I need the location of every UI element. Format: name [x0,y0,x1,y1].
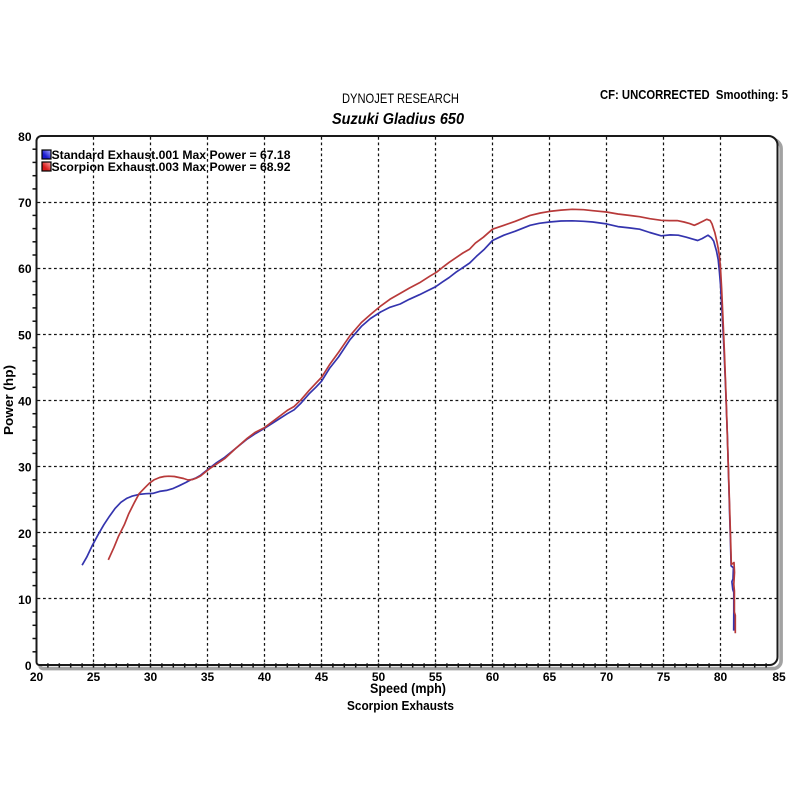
svg-text:60: 60 [486,670,500,684]
svg-text:10: 10 [18,593,32,607]
svg-text:Speed (mph): Speed (mph) [370,681,446,696]
svg-text:35: 35 [201,670,215,684]
svg-text:55: 55 [429,670,443,684]
svg-text:0: 0 [25,659,32,673]
svg-text:70: 70 [18,196,32,210]
svg-text:20: 20 [30,670,44,684]
svg-text:40: 40 [258,670,272,684]
svg-text:20: 20 [18,527,32,541]
svg-text:Standard Exhaust.001 Max Power: Standard Exhaust.001 Max Power = 67.18 [52,148,291,162]
svg-text:DYNOJET RESEARCH: DYNOJET RESEARCH [342,90,459,106]
svg-text:45: 45 [315,670,329,684]
svg-text:CF: UNCORRECTED Smoothing: 5: CF: UNCORRECTED Smoothing: 5 [600,87,788,102]
svg-text:70: 70 [600,670,614,684]
svg-text:Scorpion Exhausts: Scorpion Exhausts [347,698,454,713]
svg-text:30: 30 [18,461,32,475]
svg-text:30: 30 [144,670,158,684]
svg-text:85: 85 [772,670,786,684]
svg-text:60: 60 [18,262,32,276]
svg-text:65: 65 [543,670,557,684]
svg-text:75: 75 [657,670,671,684]
svg-text:80: 80 [18,130,32,144]
svg-text:Suzuki Gladius 650: Suzuki Gladius 650 [332,111,464,128]
svg-text:Scorpion Exhaust.003 Max Power: Scorpion Exhaust.003 Max Power = 68.92 [52,160,291,174]
svg-text:50: 50 [18,328,32,342]
svg-text:25: 25 [87,670,101,684]
svg-text:Power (hp): Power (hp) [1,365,16,435]
svg-text:50: 50 [372,670,386,684]
svg-text:80: 80 [714,670,728,684]
svg-text:40: 40 [18,395,32,409]
